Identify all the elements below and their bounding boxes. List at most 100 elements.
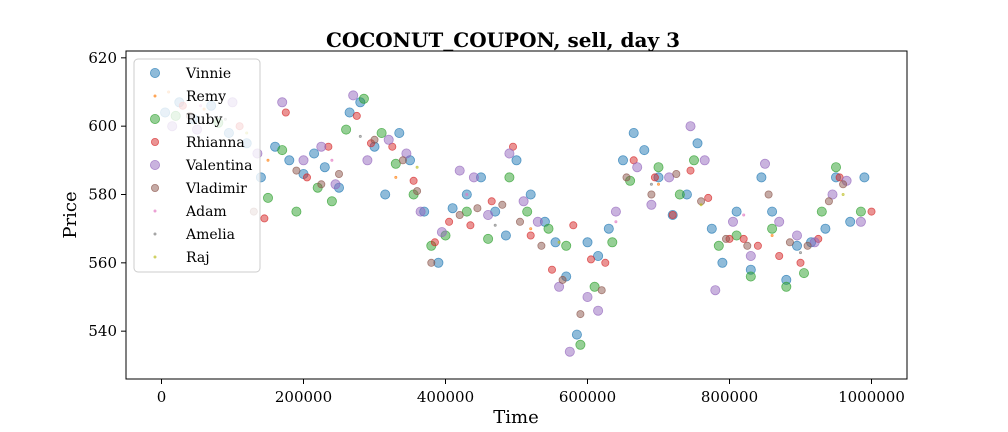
point-valentina-10 [383, 134, 394, 145]
point-rhianna-2 [260, 214, 269, 223]
point-ruby-10 [390, 158, 401, 169]
point-vinnie-17 [394, 127, 405, 138]
point-rhianna-10 [430, 238, 439, 247]
legend-label-rhianna: Rhianna [186, 135, 245, 151]
point-rhianna-3 [281, 108, 290, 117]
legend-marker-adam [153, 209, 157, 213]
x-tick-label: 400000 [417, 388, 474, 406]
point-rhianna-32 [867, 207, 876, 216]
chart-title: COCONUT_COUPON, sell, day 3 [326, 28, 680, 52]
point-valentina-17 [504, 148, 515, 159]
point-rhianna-11 [445, 217, 454, 226]
point-vladimir-22 [743, 241, 752, 250]
point-remy-2 [266, 158, 270, 162]
point-vladimir-27 [839, 180, 848, 189]
legend-label-ruby: Ruby [186, 112, 223, 128]
point-amelia-4 [799, 251, 803, 255]
legend-marker-rhianna [150, 137, 159, 146]
point-valentina-20 [554, 281, 565, 292]
point-vladimir-10 [473, 204, 482, 213]
point-vladimir-13 [537, 241, 546, 250]
point-valentina-19 [532, 216, 543, 227]
point-remy-3 [394, 175, 398, 179]
point-ruby-6 [326, 196, 337, 207]
point-ruby-4 [291, 206, 302, 217]
point-vladimir-15 [576, 310, 585, 319]
point-vinnie-36 [628, 127, 639, 138]
point-rhianna-9 [409, 176, 418, 185]
point-vinnie-43 [717, 257, 728, 268]
point-adam-3 [614, 220, 618, 224]
point-valentina-27 [664, 172, 675, 183]
point-valentina-4 [277, 97, 288, 108]
point-vladimir-8 [427, 258, 436, 267]
point-valentina-28 [685, 121, 696, 132]
point-vinnie-31 [571, 329, 582, 340]
point-ruby-16 [504, 172, 515, 183]
point-vinnie-51 [820, 223, 831, 234]
point-vinnie-37 [639, 145, 650, 156]
point-adam-4 [742, 213, 746, 217]
point-vladimir-18 [647, 190, 656, 199]
legend-label-vladimir: Vladimir [185, 181, 247, 197]
legend-frame [133, 58, 261, 273]
point-ruby-35 [855, 206, 866, 217]
point-rhianna-15 [526, 231, 535, 240]
point-raj-3 [699, 203, 703, 207]
point-valentina-21 [564, 346, 575, 357]
point-vinnie-25 [500, 230, 511, 241]
point-vinnie-13 [344, 107, 355, 118]
legend-label-vinnie: Vinnie [185, 66, 231, 82]
point-valentina-9 [362, 155, 373, 166]
point-rhianna-19 [601, 258, 610, 267]
point-ruby-33 [816, 206, 827, 217]
point-valentina-7 [330, 179, 341, 190]
x-axis-label: Time [493, 407, 538, 428]
point-ruby-26 [689, 155, 700, 166]
x-tick-label: 800000 [701, 388, 758, 406]
point-vinnie-53 [845, 216, 856, 227]
point-rhianna-6 [352, 111, 361, 120]
point-vladimir-16 [597, 286, 606, 295]
legend-marker-vinnie [149, 68, 160, 79]
point-raj-1 [415, 165, 419, 169]
point-ruby-18 [543, 223, 554, 234]
point-valentina-6 [316, 141, 327, 152]
series-rhianna [178, 101, 876, 274]
point-vinnie-42 [706, 223, 717, 234]
point-ruby-2 [262, 192, 273, 203]
legend-marker-amelia [153, 232, 157, 236]
x-tick-label: 1000000 [838, 388, 905, 406]
point-ruby-3 [277, 145, 288, 156]
point-vladimir-26 [824, 197, 833, 206]
x-tick-label: 200000 [275, 388, 332, 406]
legend-label-raj: Raj [186, 250, 210, 266]
point-vladimir-6 [398, 156, 407, 165]
point-rhianna-27 [753, 241, 762, 250]
point-raj-4 [841, 192, 845, 196]
x-axis-ticks: 0 200000 400000 600000 800000 1000000 [157, 379, 905, 406]
y-tick-label: 560 [88, 254, 117, 272]
legend-label-adam: Adam [185, 204, 227, 220]
legend-label-valentina: Valentina [185, 158, 252, 174]
point-vinnie-21 [447, 203, 458, 214]
point-valentina-29 [699, 155, 710, 166]
point-ruby-28 [731, 230, 742, 241]
point-valentina-33 [760, 158, 771, 169]
point-vladimir-24 [785, 238, 794, 247]
point-vinnie-35 [618, 155, 629, 166]
point-ruby-24 [653, 162, 664, 173]
point-valentina-22 [582, 291, 593, 302]
point-valentina-36 [809, 237, 820, 248]
point-rhianna-28 [775, 251, 784, 260]
legend-marker-remy [153, 94, 157, 98]
point-ruby-30 [767, 223, 778, 234]
point-rhianna-13 [487, 197, 496, 206]
point-valentina-39 [855, 216, 866, 227]
legend-label-amelia: Amelia [185, 227, 235, 243]
point-ruby-20 [575, 339, 586, 350]
point-vinnie-49 [792, 240, 803, 251]
point-ruby-19 [561, 240, 572, 251]
point-remy-4 [529, 227, 533, 231]
